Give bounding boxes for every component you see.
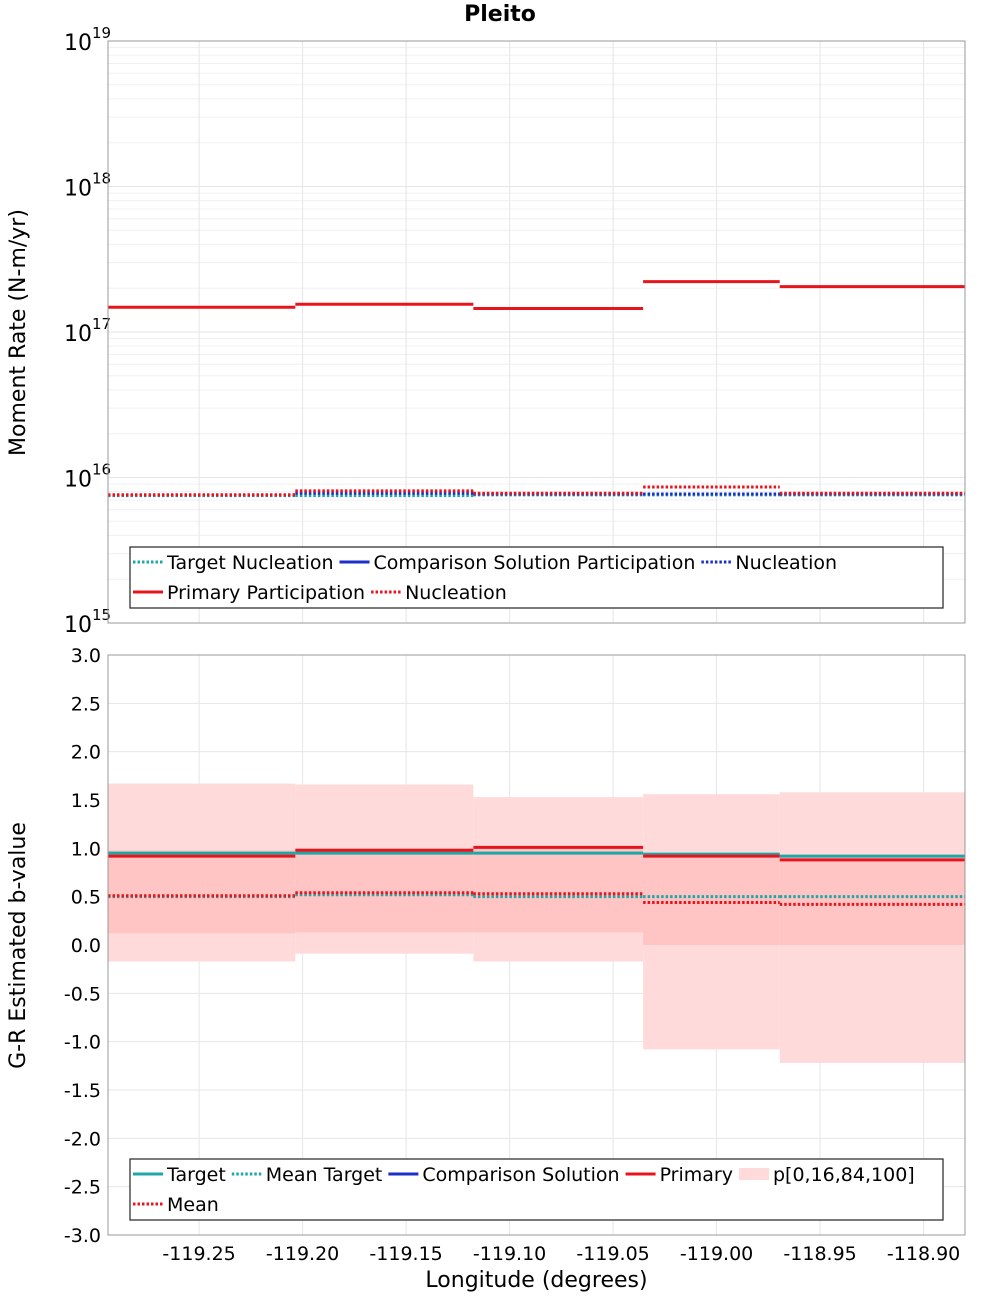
y-tick-label: 1017 xyxy=(64,315,111,347)
legend-label: Nucleation xyxy=(405,582,507,604)
legend-label: Primary xyxy=(660,1164,733,1186)
y-tick-label: -3.0 xyxy=(64,1225,101,1247)
x-tick-label: -119.15 xyxy=(369,1243,442,1265)
y-tick-label: -2.0 xyxy=(64,1128,101,1150)
y-tick-label: 1.5 xyxy=(71,790,101,812)
y-tick-label: -1.0 xyxy=(64,1032,101,1054)
legend-swatch-band xyxy=(738,1168,769,1180)
y-tick-label: -2.5 xyxy=(64,1177,101,1199)
x-axis-label: Longitude (degrees) xyxy=(425,1268,648,1293)
y-tick-label: 2.0 xyxy=(71,742,101,764)
bottom-y-axis-label: G-R Estimated b-value xyxy=(5,821,31,1069)
x-tick-label: -118.90 xyxy=(887,1243,960,1265)
legend-label: Mean Target xyxy=(266,1164,383,1186)
x-tick-label: -119.05 xyxy=(576,1243,649,1265)
legend-box xyxy=(129,546,944,609)
band-inner-p16-p84 xyxy=(779,856,965,945)
y-tick-label: 1015 xyxy=(64,606,111,638)
band-inner-p16-p84 xyxy=(295,848,474,933)
x-tick-label: -119.25 xyxy=(162,1243,235,1265)
x-tick-label: -118.95 xyxy=(783,1243,856,1265)
y-tick-label: 1016 xyxy=(64,461,111,493)
y-tick-label: -0.5 xyxy=(64,983,101,1005)
x-tick-label: -119.10 xyxy=(473,1243,546,1265)
y-tick-label: 0.0 xyxy=(71,935,101,957)
y-tick-label: -1.5 xyxy=(64,1080,101,1102)
x-tick-label: -119.00 xyxy=(680,1243,753,1265)
y-tick-label: 2.5 xyxy=(71,693,101,715)
y-tick-label: 3.0 xyxy=(71,645,101,667)
y-tick-label: 1018 xyxy=(64,170,111,202)
y-tick-label: 1019 xyxy=(64,24,111,56)
legend-label: p[0,16,84,100] xyxy=(773,1164,915,1186)
legend-label: Nucleation xyxy=(735,552,837,574)
top-y-axis-label: Moment Rate (N-m/yr) xyxy=(5,208,31,456)
figure-title: Pleito xyxy=(464,2,536,27)
band-inner-p16-p84 xyxy=(108,850,296,934)
legend-label: Mean xyxy=(167,1194,219,1216)
band-inner-p16-p84 xyxy=(473,848,644,933)
legend-label: Target Nucleation xyxy=(166,552,334,574)
plot-frame xyxy=(107,40,966,624)
plot-frame xyxy=(107,654,966,1236)
band-inner-p16-p84 xyxy=(643,853,780,945)
x-tick-label: -119.20 xyxy=(266,1243,339,1265)
y-tick-label: 1.0 xyxy=(71,838,101,860)
legend-label: Target xyxy=(166,1164,226,1186)
legend-label: Comparison Solution Participation xyxy=(374,552,696,574)
legend-box xyxy=(129,1158,944,1221)
legend-label: Primary Participation xyxy=(167,582,365,604)
y-tick-label: 0.5 xyxy=(71,887,101,909)
legend-label: Comparison Solution xyxy=(422,1164,619,1186)
